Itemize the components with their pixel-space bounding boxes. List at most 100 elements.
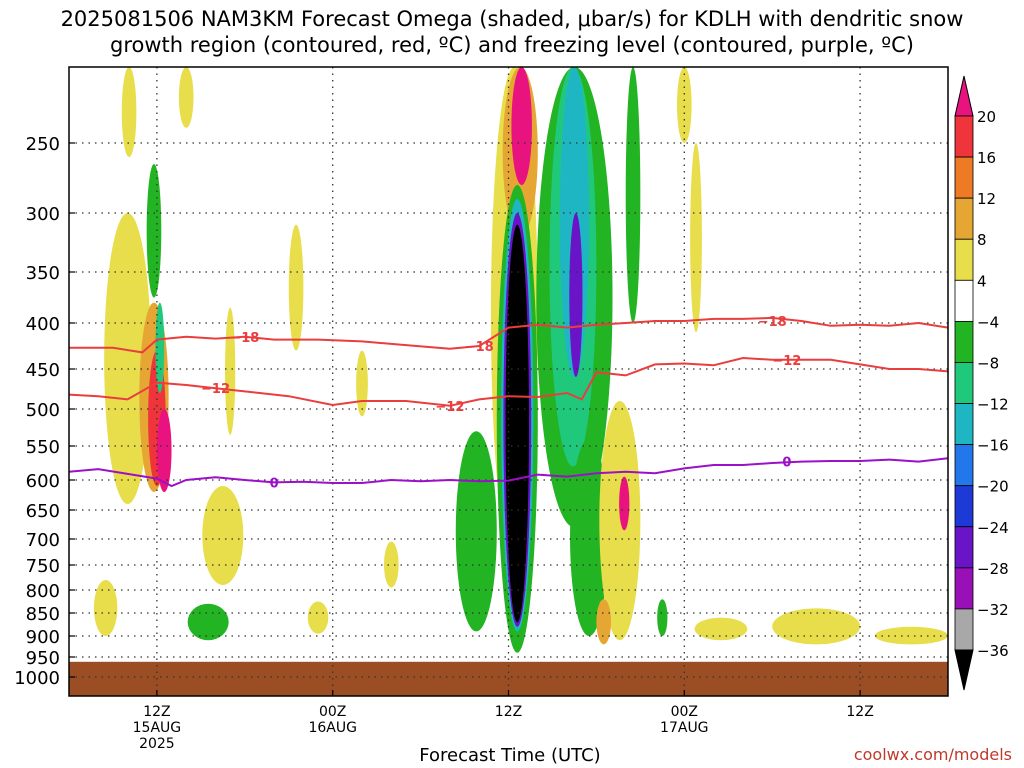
chart-title-line1: 2025081506 NAM3KM Forecast Omega (shaded… xyxy=(60,7,964,31)
colorbar-label-11: −28 xyxy=(977,560,1009,578)
colorbar-bin-6 xyxy=(954,362,974,404)
contour-label-0-2: −18 xyxy=(758,315,787,330)
omega-region-33 xyxy=(625,67,641,323)
omega-region-0 xyxy=(104,213,152,504)
colorbar-bin-9 xyxy=(954,485,974,528)
y-tick-label-350: 350 xyxy=(26,263,60,284)
y-tick-label-500: 500 xyxy=(26,400,60,421)
colorbar-label-10: −24 xyxy=(977,519,1009,537)
colorbar-arrow-top xyxy=(954,75,974,117)
y-tick-label-600: 600 xyxy=(26,471,60,492)
omega-region-10 xyxy=(225,307,236,435)
x-tick-label-0-1: 15AUG xyxy=(133,720,182,736)
chart-title-line2: growth region (contoured, red, ºC) and f… xyxy=(110,33,914,57)
omega-region-35 xyxy=(676,67,692,143)
omega-region-13 xyxy=(307,601,329,634)
omega-region-15 xyxy=(93,580,118,636)
omega-region-27 xyxy=(569,213,583,377)
omega-region-11 xyxy=(288,224,304,351)
x-tick-label-1-0: 00Z xyxy=(319,704,346,720)
x-tick-label-1-1: 16AUG xyxy=(308,720,357,736)
colorbar-label-5: −4 xyxy=(977,313,999,331)
y-tick-label-850: 850 xyxy=(26,604,60,625)
omega-region-7 xyxy=(155,302,165,393)
omega-region-34 xyxy=(690,143,702,333)
colorbar-label-8: −16 xyxy=(977,437,1009,455)
omega-region-6 xyxy=(146,164,162,298)
contour-label-2-1: 0 xyxy=(782,456,791,471)
colorbar-bin-2 xyxy=(954,197,974,240)
x-tick-label-4-0: 12Z xyxy=(846,704,873,720)
y-tick-label-400: 400 xyxy=(26,314,60,335)
x-axis-label: Forecast Time (UTC) xyxy=(419,745,601,766)
x-tick-label-3-1: 17AUG xyxy=(660,720,709,736)
y-tick-label-900: 900 xyxy=(26,627,60,648)
contour-line-2 xyxy=(69,457,948,488)
omega-region-28 xyxy=(570,438,609,636)
contour-label-1-1: −12 xyxy=(435,400,464,415)
contour-label-0-1: −18 xyxy=(465,340,494,355)
contour-line-0 xyxy=(69,316,948,354)
contour-label-2-0: 0 xyxy=(270,476,279,491)
omega-region-16 xyxy=(455,431,497,632)
x-tick-label-2-0: 12Z xyxy=(495,704,522,720)
omega-region-29 xyxy=(599,400,641,641)
y-tick-label-750: 750 xyxy=(26,556,60,577)
y-tick-label-1000: 1000 xyxy=(14,668,60,689)
chart-title: 2025081506 NAM3KM Forecast Omega (shaded… xyxy=(0,6,1024,58)
colorbar-bin-8 xyxy=(954,444,974,487)
colorbar-bin-1 xyxy=(954,156,974,199)
y-tick-label-250: 250 xyxy=(26,134,60,155)
omega-region-14 xyxy=(383,541,399,588)
colorbar-label-9: −20 xyxy=(977,478,1009,496)
omega-region-31 xyxy=(596,599,612,645)
omega-region-12 xyxy=(356,350,368,417)
omega-region-30 xyxy=(619,476,630,531)
colorbar-label-2: 12 xyxy=(977,190,996,208)
colorbar-arrow-bottom xyxy=(954,649,974,691)
contour-label-0-0: −18 xyxy=(230,331,259,346)
colorbar-bin-7 xyxy=(954,403,974,446)
colorbar-label-7: −12 xyxy=(977,396,1009,414)
y-tick-label-700: 700 xyxy=(26,530,60,551)
y-tick-label-800: 800 xyxy=(26,581,60,602)
colorbar-bin-10 xyxy=(954,526,974,569)
y-tick-label-650: 650 xyxy=(26,501,60,522)
plot-area: −18 −18 −18 −12 −12 −12 0 0 xyxy=(69,67,948,696)
colorbar-bin-3 xyxy=(954,238,974,281)
colorbar-label-13: −36 xyxy=(977,642,1009,660)
colorbar-label-3: 8 xyxy=(977,231,987,249)
contour-label-1-2: −12 xyxy=(772,354,801,369)
omega-region-3 xyxy=(156,409,172,492)
x-tick-label-3-0: 00Z xyxy=(671,704,698,720)
omega-region-32 xyxy=(657,599,668,636)
colorbar-bin-12 xyxy=(954,608,974,651)
y-tick-label-450: 450 xyxy=(26,360,60,381)
omega-region-19 xyxy=(511,67,532,185)
colorbar-bin-4 xyxy=(954,279,974,322)
site-credit: coolwx.com/models xyxy=(853,745,1012,764)
omega-region-5 xyxy=(178,67,194,128)
colorbar-label-1: 16 xyxy=(977,149,996,167)
x-tick-label-0-0: 12Z xyxy=(143,704,170,720)
omega-region-8 xyxy=(202,486,244,585)
colorbar-bin-11 xyxy=(954,567,974,610)
omega-region-37 xyxy=(772,608,861,645)
omega-region-9 xyxy=(187,603,229,641)
colorbar-label-0: 20 xyxy=(977,108,996,126)
x-tick-label-0-2: 2025 xyxy=(139,736,175,752)
contour-line-1 xyxy=(69,356,948,407)
colorbar-label-6: −8 xyxy=(977,354,999,372)
omega-region-4 xyxy=(121,67,137,157)
y-tick-label-950: 950 xyxy=(26,648,60,669)
y-tick-label-300: 300 xyxy=(26,204,60,225)
y-tick-label-550: 550 xyxy=(26,437,60,458)
omega-region-38 xyxy=(874,626,948,645)
contour-label-1-0: −12 xyxy=(201,382,230,397)
colorbar-label-4: 4 xyxy=(977,272,987,290)
colorbar-label-12: −32 xyxy=(977,601,1009,619)
omega-region-36 xyxy=(694,617,748,641)
colorbar-bin-5 xyxy=(954,320,974,363)
colorbar-bin-0 xyxy=(954,115,974,158)
